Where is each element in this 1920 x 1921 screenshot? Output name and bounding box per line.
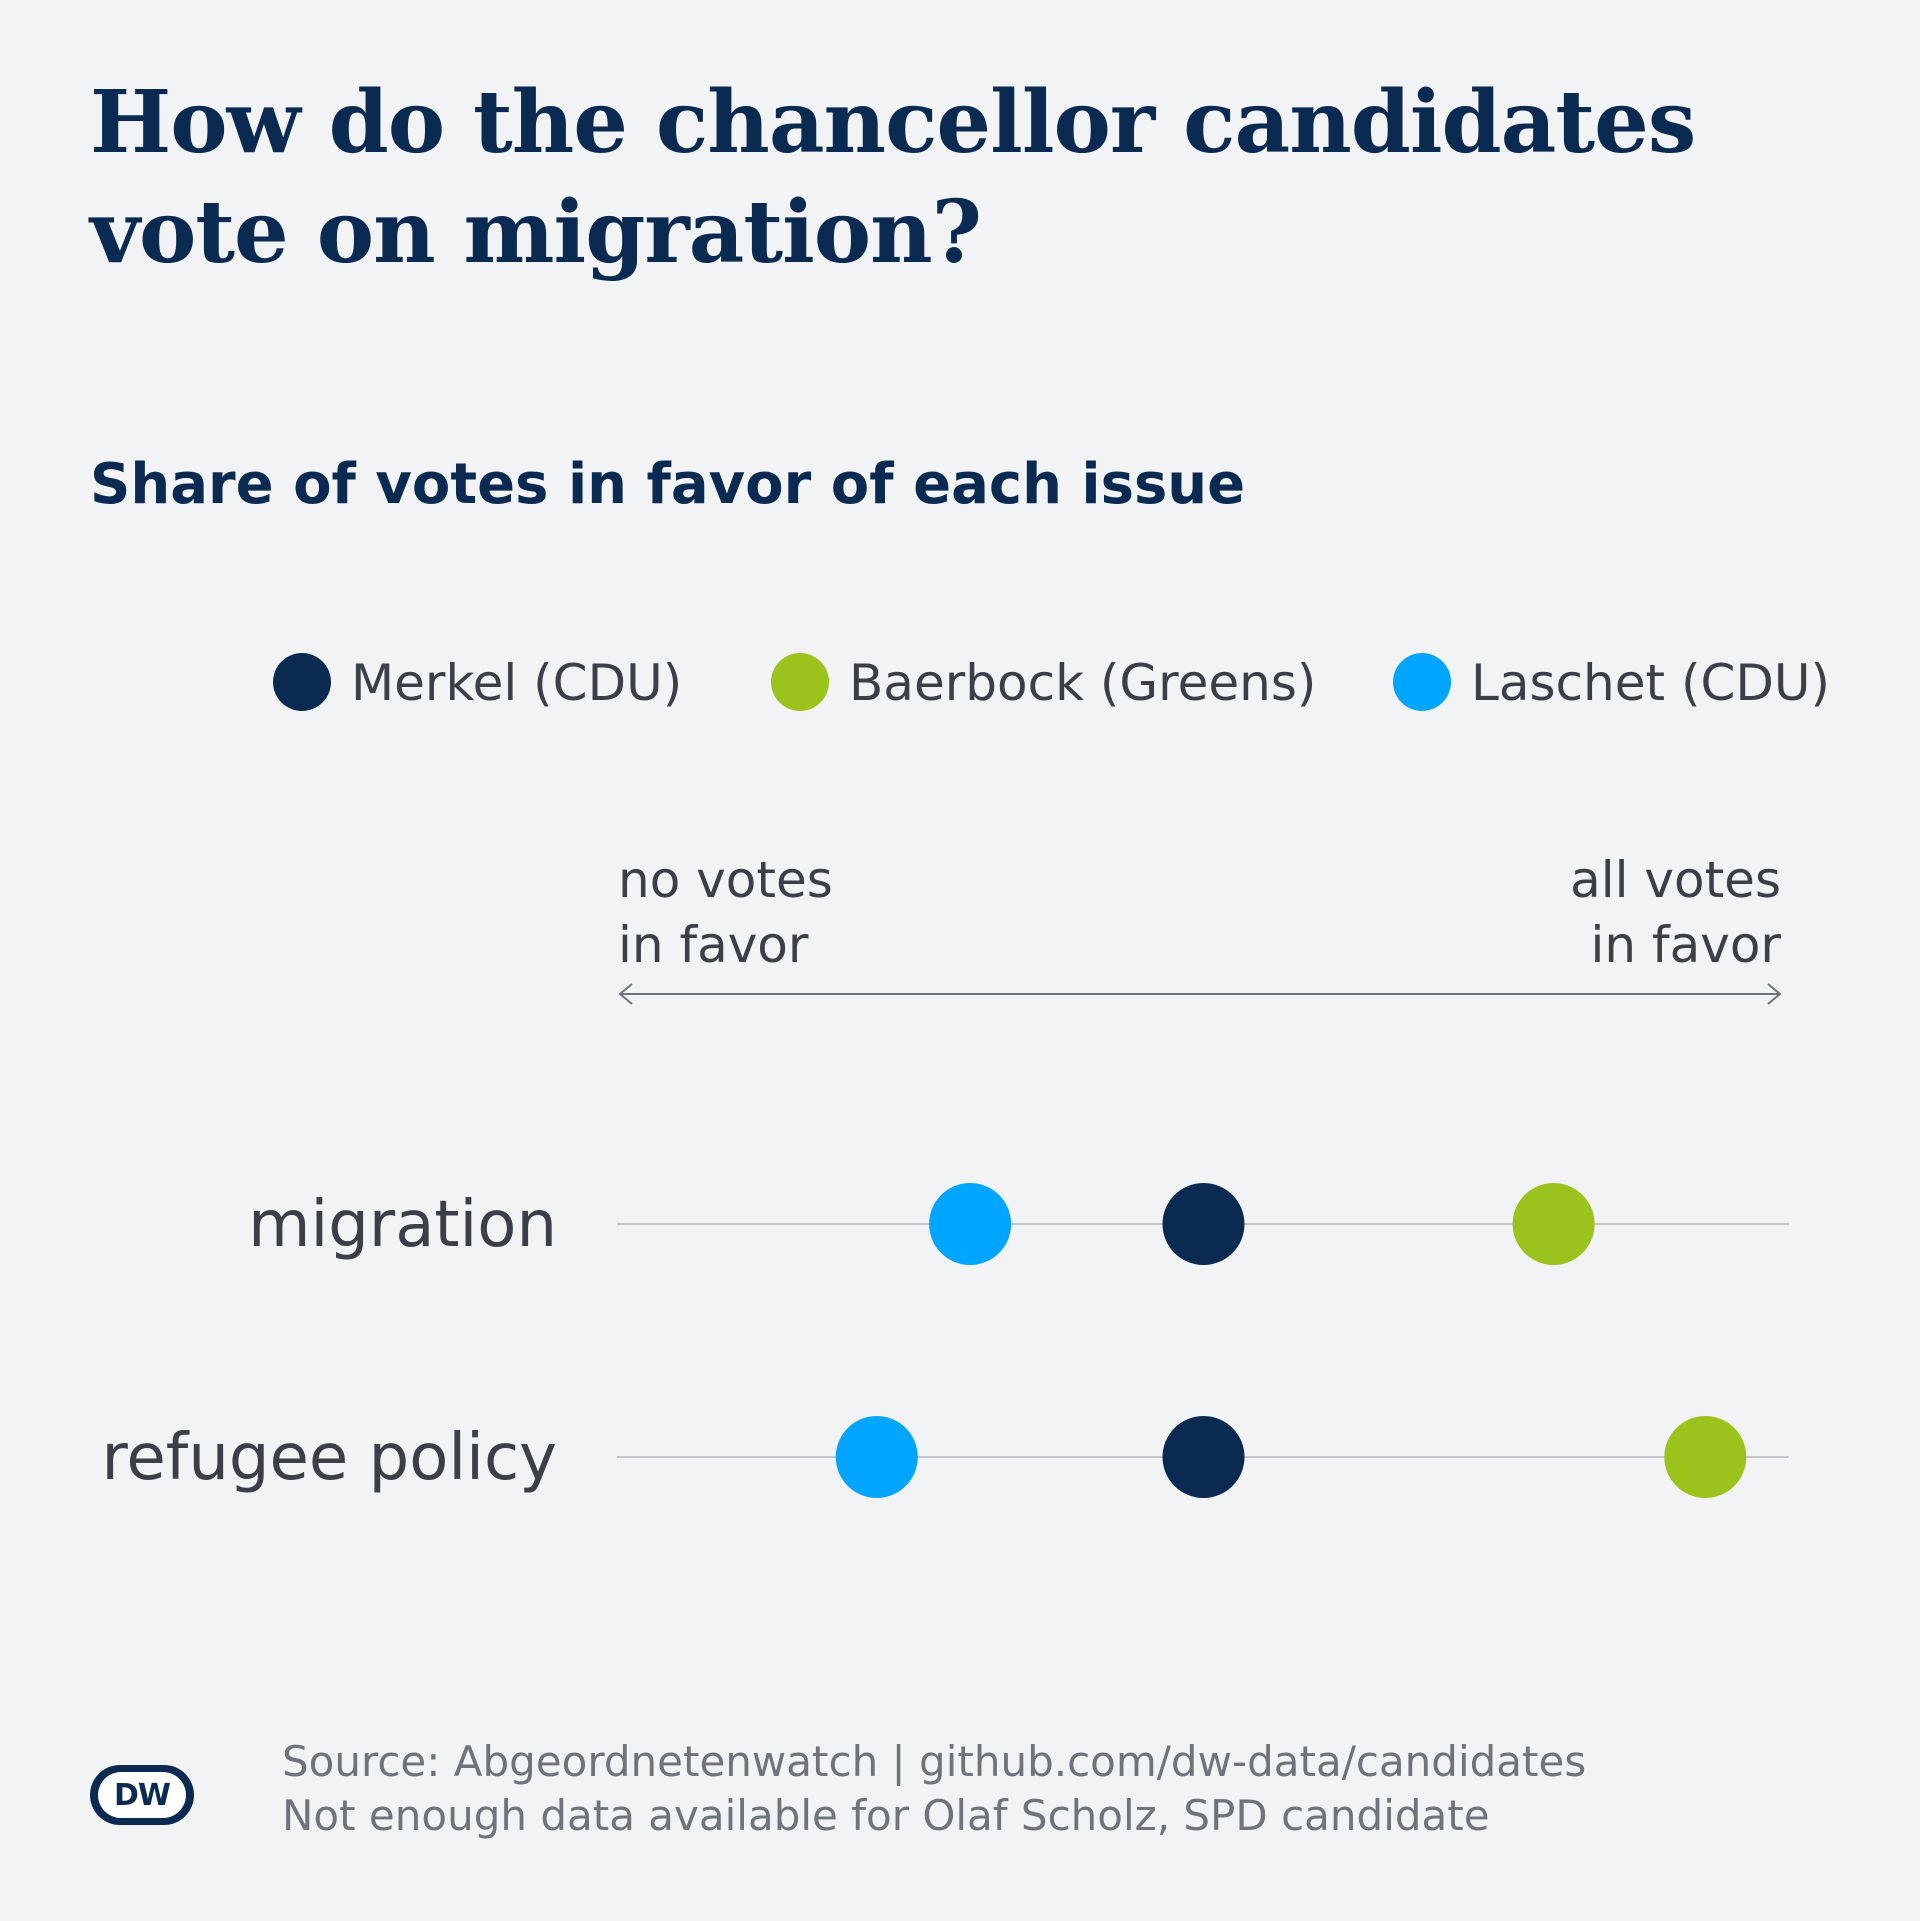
title-line-1: How do the chancellor candidates [90,72,1696,173]
row-label-migration: migration [248,1188,557,1262]
dot-baerbock-greens-migration [1512,1183,1595,1265]
note-text: Not enough data available for Olaf Schol… [282,1791,1490,1840]
chart-title: How do the chancellor candidates vote on… [90,68,1790,288]
dot-merkel-cdu-migration [1162,1183,1245,1265]
legend-swatch-merkel-cdu [273,653,331,711]
legend: Merkel (CDU) Baerbock (Greens) Laschet (CD… [273,653,1830,712]
legend-swatch-baerbock-greens [771,653,829,711]
title-line-2: vote on migration? [90,182,982,283]
dw-logo: DW [90,1765,194,1825]
dot-merkel-cdu-refugee-policy [1162,1416,1245,1498]
row-refugee-policy: refugee policy [102,1416,1789,1498]
source-text: Source: Abgeordnetenwatch | github.com/d… [282,1737,1587,1786]
dot-laschet-cdu-refugee-policy [835,1416,918,1498]
footer: Source: Abgeordnetenwatch | github.com/d… [282,1735,1586,1843]
dot-laschet-cdu-migration [929,1183,1012,1265]
axis-right-label-line-2: in favor [1591,916,1782,974]
dw-logo-text: DW [98,1772,186,1818]
axis-right-label-line-1: all votes [1570,851,1781,909]
chart-subtitle: Share of votes in favor of each issue [90,452,1246,517]
axis-left-label-line-1: no votes [618,851,833,909]
axis-end-labels: no votes in favor all votes in favor [618,851,1781,974]
chart-rows: migration refugee policy [102,1183,1789,1498]
axis-arrow [618,983,1782,1005]
dot-baerbock-greens-refugee-policy [1664,1416,1747,1498]
legend-label-baerbock-greens: Baerbock (Greens) [849,654,1316,712]
legend-swatch-laschet-cdu [1393,653,1451,711]
row-label-refugee-policy: refugee policy [102,1421,558,1495]
legend-label-merkel-cdu: Merkel (CDU) [351,654,682,712]
row-migration: migration [248,1183,1789,1265]
axis-arrow-left-head [618,983,633,1005]
legend-label-laschet-cdu: Laschet (CDU) [1471,654,1830,712]
axis-arrow-right-head [1767,983,1782,1005]
axis-left-label-line-2: in favor [618,916,809,974]
